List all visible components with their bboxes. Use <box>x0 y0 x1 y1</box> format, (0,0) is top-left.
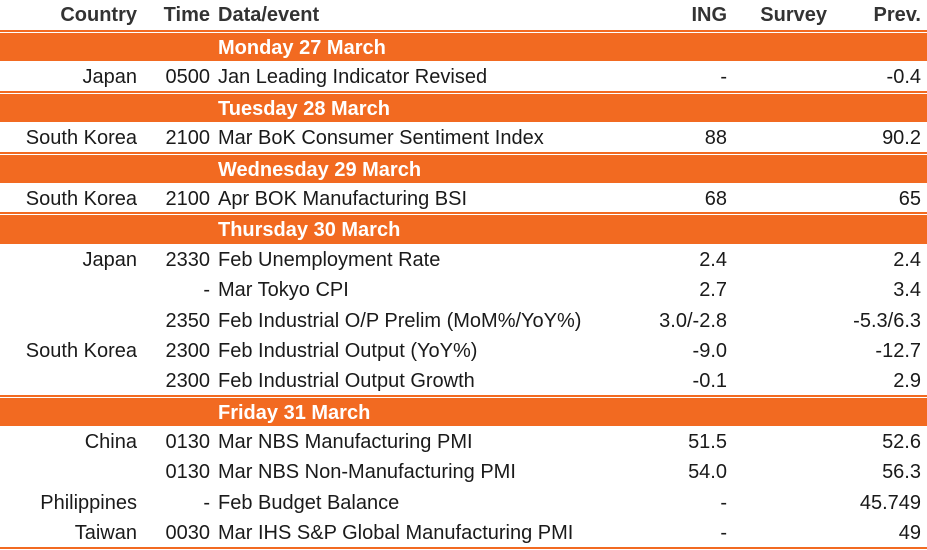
cell-country: Philippines <box>40 491 137 514</box>
day-label: Friday 31 March <box>218 401 371 424</box>
table-row: Japan 0500 Jan Leading Indicator Revised - -… <box>0 62 927 93</box>
cell-event: Mar Tokyo CPI <box>218 279 349 302</box>
cell-prev: -0.4 <box>886 66 921 89</box>
cell-prev: 90.2 <box>882 127 921 150</box>
day-header-row: Tuesday 28 March <box>0 92 927 124</box>
cell-ing: 88 <box>704 127 727 150</box>
cell-ing: - <box>720 522 727 545</box>
cell-prev: 56.3 <box>882 461 921 484</box>
header-time: Time <box>163 4 210 26</box>
header-country: Country <box>60 4 137 26</box>
header-survey: Survey <box>760 4 827 26</box>
cell-ing: -0.1 <box>692 370 727 393</box>
cell-country: Japan <box>82 66 138 89</box>
cell-time: 2100 <box>165 187 211 210</box>
header-ing: ING <box>691 4 727 26</box>
cell-event: Mar NBS Non-Manufacturing PMI <box>218 461 516 484</box>
cell-country: South Korea <box>25 187 137 210</box>
table-body: Monday 27 March Japan 0500 Jan Leading Indi… <box>0 32 927 549</box>
cell-prev: 2.4 <box>893 248 921 271</box>
day-label: Wednesday 29 March <box>218 158 422 181</box>
day-header-row: Wednesday 29 March <box>0 153 927 184</box>
cell-country: South Korea <box>25 339 137 362</box>
cell-prev: 45.749 <box>859 491 921 514</box>
cell-ing: - <box>720 491 727 514</box>
cell-event: Feb Unemployment Rate <box>218 248 441 271</box>
cell-time: 0130 <box>165 431 211 454</box>
table-row: China 0130 Mar NBS Manufacturing PMI 51.5 52… <box>0 427 927 457</box>
table-row: 2300 Feb Industrial Output Growth -0.1 2.9 <box>0 366 927 397</box>
header-prev: Prev. <box>873 4 921 26</box>
cell-country: Japan <box>82 248 138 271</box>
table-row: 0130 Mar NBS Non-Manufacturing PMI 54.0 56.… <box>0 457 927 487</box>
day-label: Monday 27 March <box>218 37 386 59</box>
cell-time: 2300 <box>165 370 211 393</box>
day-header-row: Thursday 30 March <box>0 214 927 245</box>
cell-time: 2100 <box>165 127 211 150</box>
cell-time: 0130 <box>165 461 211 484</box>
cell-ing: 2.7 <box>699 279 727 302</box>
table-row: Japan 2330 Feb Unemployment Rate 2.4 2.4 <box>0 245 927 275</box>
cell-ing: -9.0 <box>692 339 727 362</box>
cell-time: 0030 <box>165 522 211 545</box>
cell-event: Mar NBS Manufacturing PMI <box>218 431 473 454</box>
table-row: South Korea 2300 Feb Industrial Output (Yo… <box>0 336 927 366</box>
cell-event: Mar IHS S&P Global Manufacturing PMI <box>218 522 574 545</box>
table-row: - Mar Tokyo CPI 2.7 3.4 <box>0 275 927 305</box>
cell-event: Apr BOK Manufacturing BSI <box>218 187 468 210</box>
cell-country: South Korea <box>25 127 137 150</box>
cell-ing: 3.0/-2.8 <box>659 309 727 332</box>
cell-event: Mar BoK Consumer Sentiment Index <box>218 127 544 150</box>
table-header: Country Time Data/event ING Survey Prev. <box>0 0 927 32</box>
day-header-row: Monday 27 March <box>0 32 927 63</box>
table-row: South Korea 2100 Apr BOK Manufacturing BSI… <box>0 184 927 215</box>
day-header-row: Friday 31 March <box>0 396 927 428</box>
cell-prev: 49 <box>898 522 921 545</box>
cell-event: Jan Leading Indicator Revised <box>218 66 488 89</box>
cell-event: Feb Industrial Output (YoY%) <box>218 339 478 362</box>
cell-prev: -5.3/6.3 <box>853 309 921 332</box>
cell-event: Feb Industrial O/P Prelim (MoM%/YoY%) <box>218 309 582 332</box>
cell-prev: 65 <box>898 187 921 210</box>
cell-time: 2300 <box>165 339 211 362</box>
day-label: Tuesday 28 March <box>218 97 390 120</box>
cell-prev: 52.6 <box>882 431 921 454</box>
day-label: Thursday 30 March <box>218 219 401 242</box>
cell-ing: 68 <box>704 187 727 210</box>
cell-event: Feb Industrial Output Growth <box>218 370 475 393</box>
cell-ing: 54.0 <box>688 461 727 484</box>
cell-ing: 51.5 <box>688 431 727 454</box>
cell-country: Taiwan <box>74 522 137 545</box>
cell-prev: 2.9 <box>893 370 921 393</box>
cell-ing: 2.4 <box>699 248 727 271</box>
cell-event: Feb Budget Balance <box>218 491 400 514</box>
cell-time: - <box>203 491 210 514</box>
table-row: 2350 Feb Industrial O/P Prelim (MoM%/YoY%… <box>0 306 927 336</box>
cell-time: 0500 <box>165 66 211 89</box>
cell-time: 2350 <box>165 309 211 332</box>
header-event: Data/event <box>218 4 320 26</box>
cell-time: - <box>203 279 210 302</box>
cell-ing: - <box>720 66 727 89</box>
table-row: Taiwan 0030 Mar IHS S&P Global Manufacturi… <box>0 518 927 549</box>
table-row: South Korea 2100 Mar BoK Consumer Sentimen… <box>0 123 927 154</box>
cell-country: China <box>84 431 137 454</box>
cell-prev: 3.4 <box>893 279 921 302</box>
table-row: Philippines - Feb Budget Balance -45.749 <box>0 488 927 518</box>
cell-time: 2330 <box>165 248 211 271</box>
cell-prev: -12.7 <box>875 339 921 362</box>
